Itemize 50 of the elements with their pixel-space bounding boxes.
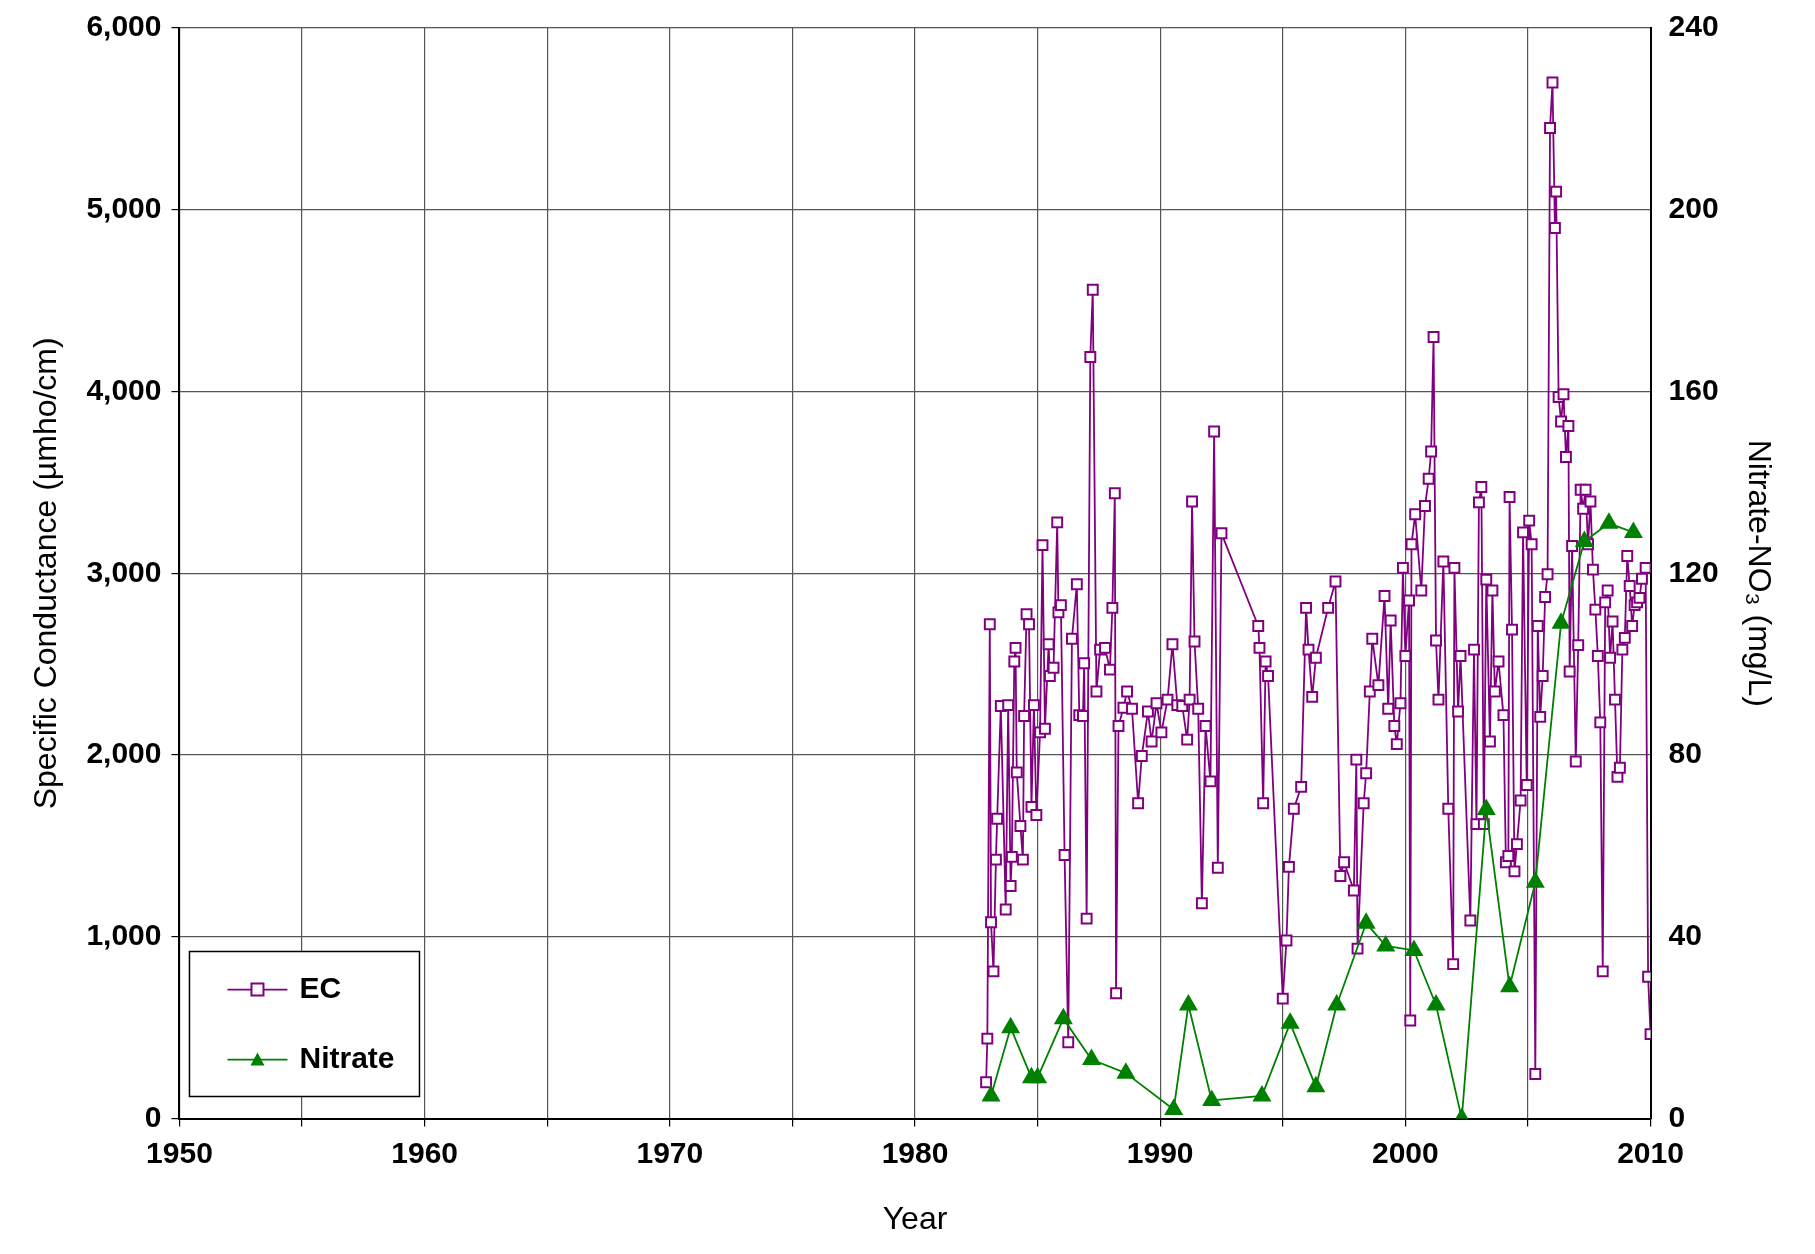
point — [1376, 935, 1395, 952]
y-tick-label: 3,000 — [86, 554, 162, 588]
y2-tick-label: 120 — [1668, 554, 1719, 588]
y2-tick-label: 200 — [1668, 191, 1719, 225]
point — [1477, 799, 1496, 816]
y2-tick-label: 240 — [1668, 9, 1719, 43]
point — [1526, 872, 1545, 888]
point — [1575, 531, 1594, 547]
point — [1028, 1067, 1047, 1084]
y2-axis-title: Nitrate-NO₃ (mg/L) — [1741, 439, 1778, 707]
point — [1001, 1017, 1020, 1034]
x-tick-label: 1950 — [146, 1135, 213, 1169]
y2-tick-label: 0 — [1668, 1099, 1686, 1133]
point — [1357, 913, 1375, 929]
point — [1600, 513, 1618, 529]
x-tick-label: 2000 — [1371, 1135, 1439, 1169]
point — [1552, 613, 1570, 629]
y-tick-label: 6,000 — [86, 9, 162, 43]
point — [982, 1085, 1000, 1102]
y-axis-title: Specific Conductance (µmho/cm) — [27, 337, 64, 810]
x-tick-label: 1960 — [391, 1135, 459, 1169]
y-tick-label: 5,000 — [86, 191, 162, 225]
point — [1164, 1099, 1183, 1116]
y2-tick-label: 40 — [1668, 918, 1702, 952]
point — [1082, 1049, 1101, 1066]
legend-label: Nitrate — [299, 1040, 395, 1074]
y2-tick-label: 160 — [1668, 372, 1719, 406]
y-tick-label: 1,000 — [86, 918, 162, 952]
y-tick-label: 4,000 — [86, 372, 162, 406]
point — [1427, 995, 1445, 1011]
point — [1307, 1076, 1325, 1093]
point — [1327, 995, 1346, 1011]
x-tick-label: 2010 — [1617, 1135, 1684, 1169]
y-tick-label: 0 — [144, 1099, 162, 1133]
point — [1054, 1008, 1073, 1025]
point — [1117, 1063, 1135, 1079]
point — [1405, 940, 1423, 956]
point — [1624, 522, 1643, 538]
legend-label: EC — [299, 970, 342, 1004]
point — [1500, 976, 1519, 993]
point — [1253, 1085, 1271, 1102]
y-tick-label: 2,000 — [86, 736, 162, 770]
x-tick-label: 1970 — [636, 1135, 704, 1169]
x-tick-label: 1980 — [881, 1135, 949, 1169]
y2-tick-label: 80 — [1668, 736, 1702, 770]
point — [1179, 995, 1198, 1011]
x-axis-title: Year — [882, 1199, 948, 1236]
point — [1281, 1013, 1299, 1029]
point — [1202, 1090, 1221, 1106]
x-tick-label: 1990 — [1126, 1135, 1194, 1169]
